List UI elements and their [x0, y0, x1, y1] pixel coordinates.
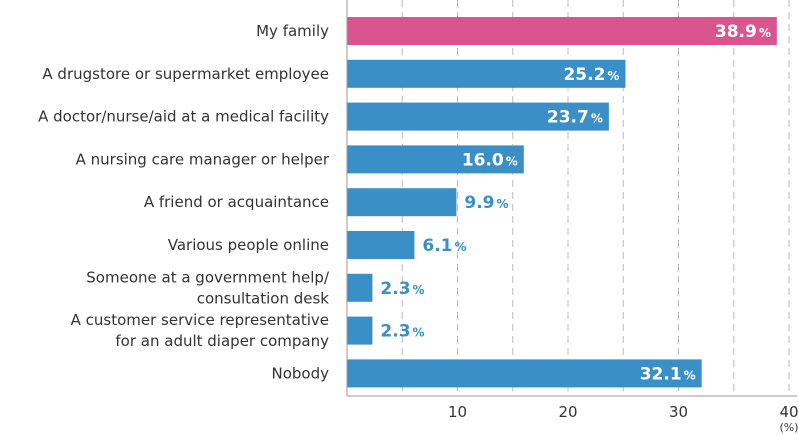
- bar: [347, 59, 626, 88]
- bar: [347, 359, 702, 388]
- data-label: 9.9%: [464, 193, 508, 213]
- x-tick-label: 30: [669, 403, 688, 421]
- category-label: A doctor/nurse/aid at a medical facility: [38, 108, 329, 126]
- bar: [347, 231, 415, 259]
- x-tick-label: 10: [448, 403, 467, 421]
- category-label: Various people online: [168, 236, 329, 254]
- bar: [347, 273, 373, 302]
- data-label: 25.2%: [563, 65, 619, 85]
- grid-layer: [401, 0, 790, 396]
- category-labels: My family A drugstore or supermarket empl…: [38, 22, 330, 382]
- bar: [347, 102, 609, 131]
- category-label: Someone at a government help/: [86, 268, 330, 286]
- category-label: A customer service representative: [71, 311, 329, 329]
- data-label: 38.9%: [715, 22, 771, 42]
- data-label: 6.1%: [422, 236, 466, 256]
- category-label: for an adult diaper company: [115, 332, 329, 350]
- category-label: Nobody: [272, 364, 330, 382]
- category-label: A friend or acquaintance: [144, 193, 329, 211]
- bar: [347, 188, 457, 217]
- x-axis: 10 20 30 40(%): [346, 0, 799, 434]
- data-label: 2.3%: [380, 322, 424, 342]
- category-label: A nursing care manager or helper: [76, 150, 330, 168]
- bars-layer: 38.9 % 25.2 % 23.7 % 16.0 % 9.9 % 6.1 % 2.3 % 2.3 % 32.1…: [347, 17, 777, 388]
- data-label: 2.3%: [380, 279, 424, 299]
- bar: [347, 17, 777, 45]
- x-tick-label: 20: [558, 403, 577, 421]
- bar: [347, 316, 373, 345]
- data-label: 16.0%: [462, 150, 518, 170]
- category-label: consultation desk: [197, 289, 330, 307]
- x-tick-label: 40: [779, 403, 798, 421]
- x-unit-label: (%): [779, 421, 798, 434]
- data-label: 32.1%: [640, 364, 696, 384]
- data-label: 23.7%: [547, 108, 603, 128]
- category-label: A drugstore or supermarket employee: [42, 65, 329, 83]
- bar: [347, 145, 524, 174]
- category-label: My family: [256, 22, 329, 40]
